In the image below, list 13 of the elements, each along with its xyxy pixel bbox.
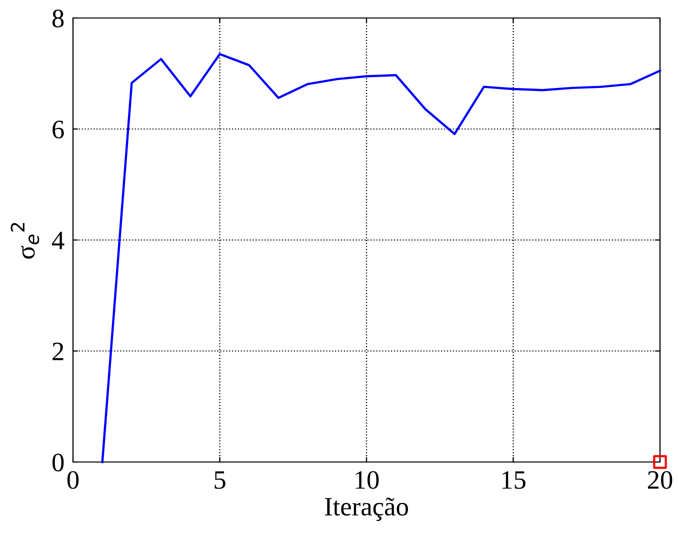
x-tick-label: 5 (214, 471, 226, 489)
x-tick-label: 0 (67, 471, 79, 489)
y-tick-label: 6 (52, 120, 64, 138)
y-tick-label: 4 (52, 232, 64, 250)
line-series (101, 52, 662, 464)
x-tick-label: 10 (356, 471, 379, 489)
x-tick-label: 20 (648, 471, 672, 489)
x-tick-label: 15 (502, 471, 526, 489)
y-tick-label: 8 (52, 10, 64, 28)
y-axis-title: σ$_{e}$$^{2}$ (10, 222, 40, 259)
y-tick-label: 0 (52, 454, 64, 472)
x-axis-title: Iteração (324, 498, 408, 521)
y-tick-label: 2 (52, 342, 64, 360)
